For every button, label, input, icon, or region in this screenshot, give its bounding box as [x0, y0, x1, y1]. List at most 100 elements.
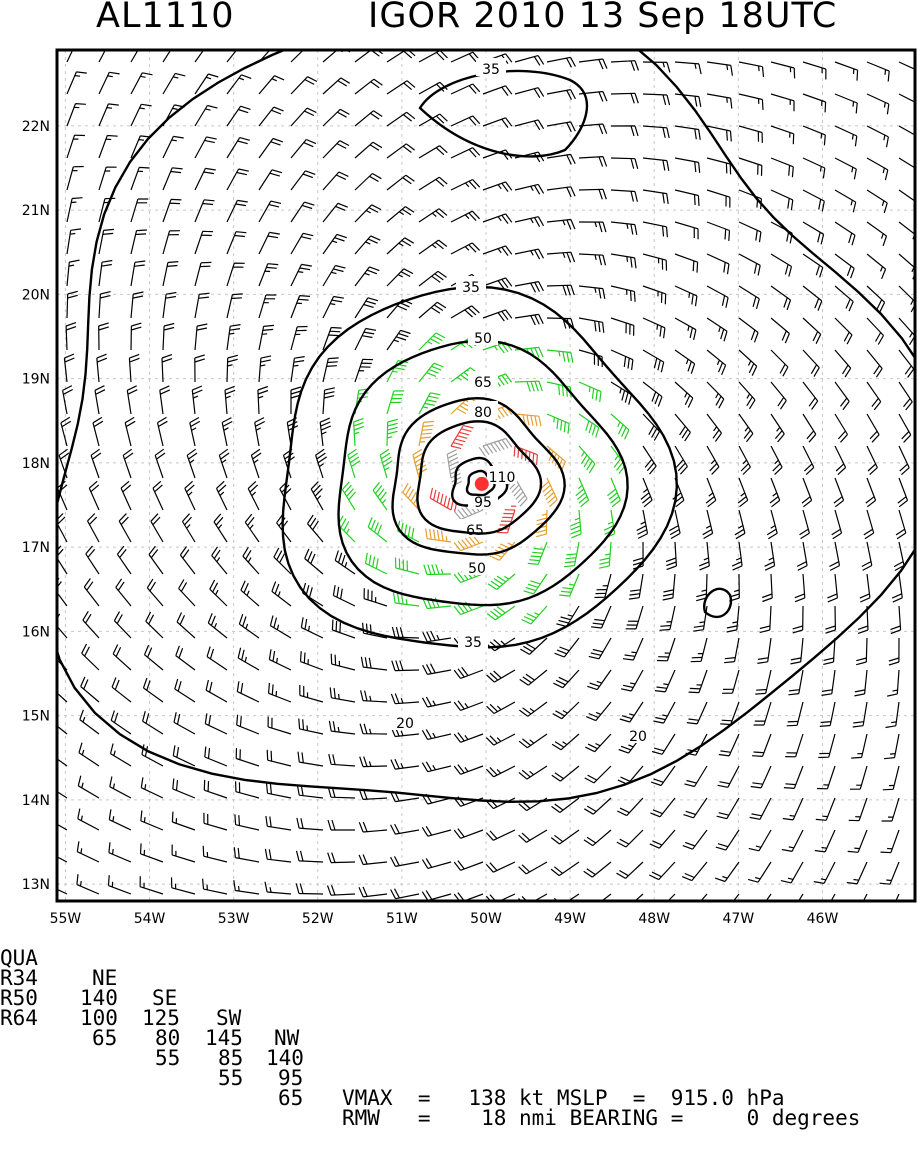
r64-label: R64	[0, 1006, 38, 1030]
wind-barb	[66, 165, 84, 191]
r34-ne: 140	[80, 986, 118, 1010]
wind-barb	[802, 157, 826, 179]
wind-barb	[738, 221, 762, 243]
wind-barb	[653, 701, 676, 724]
wind-barb	[674, 349, 696, 374]
wind-barb	[354, 327, 377, 351]
wind-barb	[235, 781, 260, 799]
wind-barb	[642, 349, 665, 373]
wind-barb	[126, 385, 138, 415]
wind-barb	[514, 183, 545, 195]
wind-barb	[866, 285, 886, 312]
wind-barb	[66, 103, 86, 127]
wind-barb	[616, 829, 644, 848]
contour-20	[57, 50, 915, 804]
wind-barb	[834, 349, 852, 378]
wind-barb	[329, 687, 356, 703]
wind-barb	[770, 157, 794, 178]
wind-barb	[706, 61, 733, 76]
lat-tick-label: 14N	[22, 793, 50, 809]
wind-barb	[390, 693, 420, 705]
wind-barb	[240, 580, 260, 607]
wind-barb	[520, 637, 548, 655]
lat-tick-label: 21N	[22, 203, 50, 219]
lat-tick-label: 15N	[22, 709, 50, 725]
wind-barb	[485, 829, 516, 841]
wind-barb	[162, 167, 183, 191]
wind-barb	[300, 617, 324, 639]
wind-barb	[386, 174, 415, 191]
wind-barb	[583, 829, 612, 847]
wind-barb	[706, 221, 731, 241]
wind-barb	[674, 381, 694, 408]
wind-barb	[578, 188, 607, 200]
wind-barb	[392, 592, 420, 607]
wind-barb	[130, 50, 139, 63]
wind-barb	[83, 578, 100, 607]
wind-barb	[834, 157, 857, 180]
wind-barb	[706, 253, 730, 275]
wind-barb	[341, 481, 357, 511]
wind-barb	[142, 711, 164, 735]
wind-barb	[550, 829, 580, 845]
wind-barb	[674, 285, 698, 307]
wind-barb	[642, 413, 661, 441]
wind-barb	[738, 349, 758, 376]
wind-barb	[610, 413, 630, 440]
wind-barb	[207, 613, 228, 639]
wind-barb	[233, 847, 260, 863]
contour-label-65: 65	[474, 375, 492, 391]
wind-barb	[584, 765, 612, 784]
r50-nw: 95	[278, 1066, 304, 1090]
wind-barb	[88, 480, 100, 511]
wind-barb	[418, 332, 446, 351]
lon-tick-label: 51W	[386, 911, 418, 927]
contour-label-bg	[390, 712, 420, 730]
lat-tick-label: 19N	[22, 372, 50, 388]
storm-name-time-title: IGOR 2010 13 Sep 18UTC	[368, 0, 838, 36]
wind-barb	[295, 883, 324, 895]
wind-barb	[154, 448, 166, 479]
wind-barb	[706, 445, 720, 475]
contour-65	[391, 396, 566, 556]
wind-barb	[194, 199, 215, 223]
wind-barb	[96, 353, 108, 383]
wind-barb	[898, 349, 915, 378]
contour-110	[465, 469, 496, 497]
wind-barb	[738, 317, 759, 343]
wind-barb	[749, 797, 772, 820]
wind-barb	[738, 61, 765, 78]
wind-barb	[258, 137, 284, 159]
wind-barb	[172, 745, 196, 767]
wind-barb	[866, 317, 885, 345]
wind-barb	[882, 765, 900, 791]
wind-barb	[610, 349, 634, 371]
wind-barb	[770, 317, 790, 344]
wind-barb	[128, 353, 140, 383]
wind-barb	[753, 701, 772, 726]
wind-barb	[354, 266, 380, 287]
wind-barb	[226, 50, 238, 63]
lat-tick-label: 17N	[22, 540, 50, 556]
lon-tick-label: 54W	[134, 911, 166, 927]
wind-barb	[583, 797, 612, 815]
wind-barb	[891, 573, 903, 603]
contour-label-bg	[468, 401, 498, 419]
wind-barb	[834, 413, 849, 443]
wind-barb	[770, 61, 796, 79]
wind-barb	[57, 888, 68, 895]
wind-barb	[244, 513, 260, 543]
wind-barb	[66, 197, 83, 223]
wind-barb	[290, 356, 305, 383]
wind-barb	[418, 270, 447, 287]
r34-label: R34	[0, 966, 38, 990]
wind-barb	[290, 232, 314, 255]
wind-barb	[698, 541, 710, 571]
wind-barb	[113, 611, 132, 639]
wind-barb	[861, 541, 873, 571]
lat-tick-label: 18N	[22, 456, 50, 472]
wind-barb	[720, 701, 740, 726]
wind-barb	[486, 669, 516, 683]
wind-barb	[478, 437, 513, 457]
wind-barb	[734, 509, 746, 540]
